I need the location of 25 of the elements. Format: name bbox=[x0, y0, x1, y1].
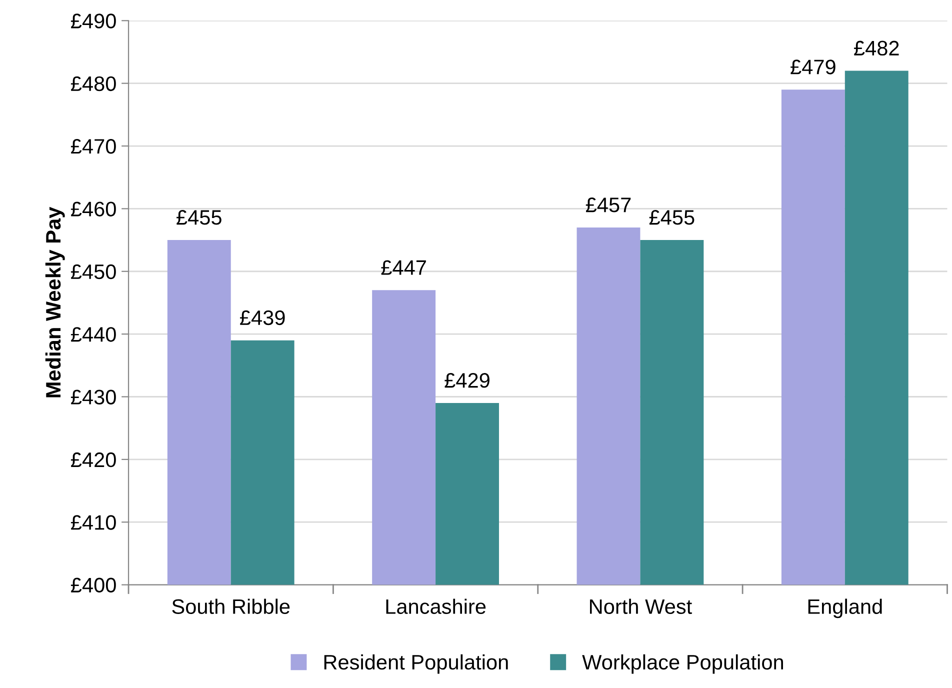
y-tick-label: £470 bbox=[70, 139, 116, 154]
data-label: £429 bbox=[444, 373, 490, 388]
legend-label: Workplace Population bbox=[582, 654, 783, 674]
x-tick-label: North West bbox=[590, 598, 692, 614]
data-label: £457 bbox=[586, 198, 631, 212]
data-label: £455 bbox=[176, 210, 222, 225]
y-axis-title: Median Weekly Pay bbox=[45, 206, 65, 398]
y-tick-label: £490 bbox=[70, 14, 116, 28]
data-label: £479 bbox=[790, 60, 836, 74]
legend-label: Resident Population bbox=[324, 654, 508, 674]
x-tick-label: South Ribble bbox=[172, 598, 290, 614]
data-label: £447 bbox=[381, 260, 426, 275]
x-tick-label: England bbox=[808, 598, 882, 618]
data-label: £455 bbox=[649, 210, 694, 225]
y-tick-label: £440 bbox=[70, 327, 116, 342]
y-tick-label: £420 bbox=[70, 452, 116, 468]
data-label: £482 bbox=[854, 40, 899, 56]
data-label: £439 bbox=[240, 310, 285, 326]
y-tick-label: £460 bbox=[70, 202, 116, 216]
y-tick-label: £450 bbox=[70, 264, 116, 280]
y-tick-label: £400 bbox=[70, 578, 116, 593]
y-tick-label: £410 bbox=[70, 515, 116, 530]
y-tick-label: £480 bbox=[70, 76, 116, 92]
x-tick-label: Lancashire bbox=[386, 598, 486, 614]
y-tick-label: £430 bbox=[70, 390, 116, 404]
